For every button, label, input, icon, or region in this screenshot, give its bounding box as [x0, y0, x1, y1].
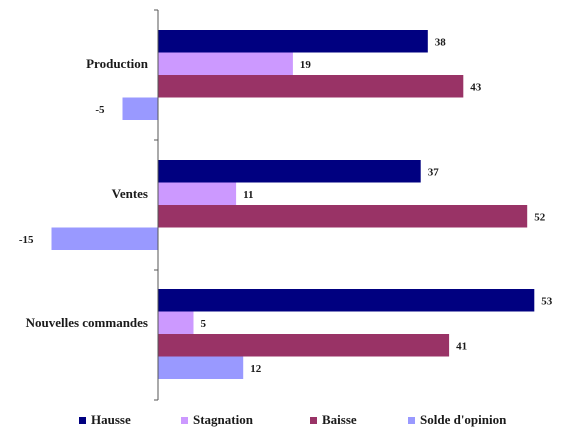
- legend-swatch: [310, 416, 317, 424]
- bar-chart: 38 19 43 -5 Production 37 11 52 -15 Ventes 53 5 41 12…: [19, 9, 553, 401]
- legend: Hausse Stagnation Baisse Solde d'opinion: [0, 412, 561, 430]
- bar: [158, 334, 450, 357]
- data-label: 41: [456, 340, 467, 352]
- data-label: -5: [95, 104, 105, 116]
- legend-label: Hausse: [91, 412, 131, 427]
- data-label: 37: [428, 166, 440, 178]
- legend-item: Stagnation: [181, 412, 253, 428]
- legend-label: Baisse: [322, 412, 357, 427]
- legend-swatch: [181, 416, 188, 424]
- bar: [158, 30, 428, 53]
- category-label: Nouvelles commandes: [26, 315, 148, 330]
- bar: [158, 289, 535, 312]
- bar: [158, 160, 421, 183]
- data-label: 52: [534, 211, 546, 223]
- category-label: Ventes: [112, 186, 148, 201]
- bar: [51, 227, 158, 250]
- bar: [158, 182, 237, 205]
- legend-swatch: [79, 416, 86, 424]
- legend-item: Solde d'opinion: [408, 412, 506, 428]
- data-label: 11: [243, 189, 253, 201]
- legend-label: Stagnation: [193, 412, 253, 427]
- data-label: 38: [435, 36, 447, 48]
- legend-item: Hausse: [79, 412, 131, 428]
- bar: [122, 97, 158, 120]
- legend-swatch: [408, 416, 415, 424]
- data-label: 12: [250, 363, 262, 375]
- bar: [158, 205, 528, 228]
- data-label: 43: [470, 81, 482, 93]
- bar: [158, 75, 464, 98]
- legend-label: Solde d'opinion: [420, 412, 507, 427]
- data-label: -15: [19, 234, 34, 246]
- data-label: 53: [541, 295, 553, 307]
- data-label: 19: [300, 59, 312, 71]
- bar: [158, 356, 244, 379]
- data-label: 5: [201, 318, 207, 330]
- category-label: Production: [86, 56, 149, 71]
- bar: [158, 311, 194, 334]
- legend-item: Baisse: [310, 412, 357, 428]
- bar: [158, 52, 293, 75]
